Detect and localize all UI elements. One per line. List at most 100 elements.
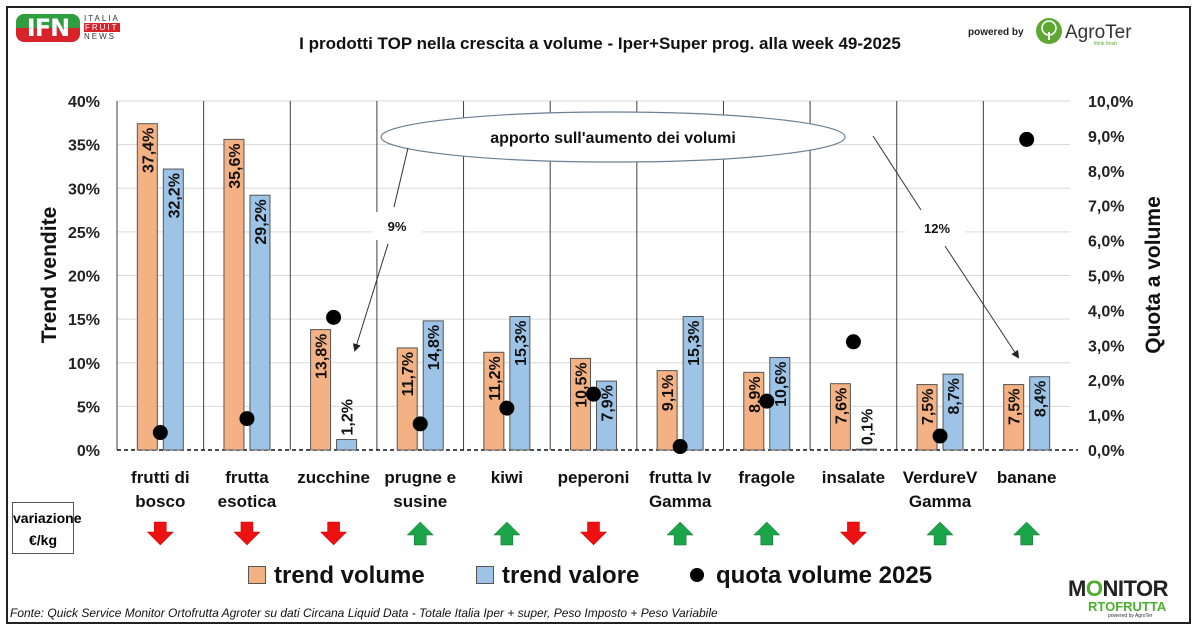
- bar-trend-valore: [336, 439, 358, 451]
- y-tick-label: 35%: [68, 138, 100, 155]
- ifn-logo-fruit: FRUIT: [84, 23, 120, 32]
- bar-trend-volume: [396, 347, 418, 451]
- data-label-trend-volume: 11,2%: [487, 356, 504, 400]
- marker-quota-volume: [239, 411, 255, 427]
- arrow-up-icon: [926, 521, 954, 546]
- data-label-trend-volume: 7,5%: [920, 389, 937, 425]
- bar-trend-valore: [422, 320, 444, 451]
- category-label: peperoni: [558, 468, 630, 487]
- bar-trend-valore: [855, 448, 877, 451]
- category-label: frutti di: [131, 468, 190, 487]
- bar-trend-valore: [1029, 376, 1051, 451]
- bar-trend-volume: [223, 138, 245, 451]
- data-label-trend-volume: 7,6%: [833, 388, 850, 424]
- legend-swatch-trend-valore: [476, 565, 494, 584]
- y2-tick-label: 7,0%: [1088, 199, 1124, 216]
- monitor-logo-line1: MONITOR: [1068, 578, 1188, 600]
- marker-quota-volume: [586, 386, 601, 402]
- marker-quota-volume: [412, 416, 428, 432]
- arrow-label-12pct: 12%: [924, 221, 950, 236]
- data-label-trend-valore: 10,6%: [773, 362, 790, 407]
- bar-trend-valore: [249, 194, 271, 451]
- ifn-logo-side: ITALIA FRUIT NEWS: [84, 14, 120, 41]
- callout-text: apporto sull'aumento dei volumi: [490, 130, 736, 147]
- bar-trend-volume: [829, 383, 851, 451]
- arrow-down-icon: [146, 521, 174, 546]
- data-label-trend-volume: 9,1%: [660, 375, 677, 411]
- callout-ellipse: [380, 111, 846, 163]
- legend-label-trend-valore: trend valore: [502, 562, 640, 589]
- arrow-label-bg: [372, 212, 422, 240]
- y2-tick-label: 0,0%: [1088, 443, 1124, 460]
- y-tick-label: 30%: [68, 181, 100, 198]
- arrow-label-9pct: 9%: [388, 219, 407, 234]
- category-label: frutta Iv: [649, 468, 712, 487]
- bar-trend-volume: [483, 351, 505, 451]
- y2-tick-label: 1,0%: [1088, 408, 1124, 425]
- marker-quota-volume: [672, 439, 688, 455]
- bar-trend-valore: [509, 316, 531, 451]
- y-tick-label: 20%: [68, 269, 100, 286]
- magnifier-icon: O: [1085, 576, 1103, 601]
- legend-item-trend-volume: trend volume: [248, 562, 425, 590]
- bar-trend-volume: [570, 357, 591, 451]
- chart-title: I prodotti TOP nella crescita a volume -…: [299, 34, 901, 53]
- data-label-trend-volume: 11,7%: [400, 352, 417, 396]
- category-label: Gamma: [649, 492, 712, 511]
- data-label-trend-valore: 32,2%: [166, 173, 183, 218]
- marker-quota-volume: [1019, 131, 1035, 147]
- category-label: susine: [393, 492, 447, 511]
- monitor-logo-line3: powered by AgroTer: [1108, 613, 1153, 619]
- callout-arrow-zucchine: [352, 243, 389, 352]
- y-axis-title: Trend vendite: [38, 207, 61, 344]
- data-label-trend-volume: 10,5%: [574, 362, 591, 407]
- arrow-up-icon: [666, 521, 694, 546]
- category-label: banane: [997, 468, 1057, 487]
- y2-tick-label: 6,0%: [1088, 234, 1124, 251]
- y2-tick-label: 3,0%: [1088, 338, 1124, 355]
- category-label: insalate: [822, 468, 885, 487]
- source-note: Fonte: Quick Service Monitor Ortofrutta …: [10, 606, 718, 620]
- bar-trend-volume: [136, 123, 158, 451]
- arrow-down-icon: [579, 521, 608, 546]
- arrow-down-icon: [319, 521, 348, 546]
- y-tick-label: 0%: [77, 443, 100, 460]
- bar-trend-volume: [310, 329, 332, 451]
- bar-trend-valore: [162, 168, 184, 451]
- marker-quota-volume: [152, 425, 168, 441]
- data-label-trend-volume: 8,9%: [747, 376, 764, 412]
- bar-trend-valore: [682, 316, 704, 451]
- data-label-trend-valore: 8,4%: [1033, 381, 1050, 417]
- data-label-trend-valore: 1,2%: [340, 399, 357, 435]
- category-label: Gamma: [909, 492, 972, 511]
- y-tick-label: 5%: [77, 399, 100, 416]
- y2-tick-label: 8,0%: [1088, 164, 1124, 181]
- category-label: bosco: [135, 492, 185, 511]
- tree-icon: [1036, 18, 1062, 44]
- monitor-logo-line2: RTOFRUTTA: [1088, 599, 1167, 614]
- price-change-label-box: variazione €/kg: [12, 502, 82, 554]
- callout-arrow-banane: [944, 245, 1020, 359]
- category-label: frutta: [225, 468, 269, 487]
- ifn-logo-badge: [16, 14, 80, 42]
- monitor-logo-nitor: NITOR: [1102, 576, 1168, 601]
- y2-axis-title: Quota a volume: [1142, 196, 1165, 354]
- y2-tick-label: 5,0%: [1088, 269, 1124, 286]
- arrow-down-icon: [233, 521, 261, 546]
- bar-trend-volume: [656, 370, 678, 451]
- y2-tick-label: 4,0%: [1088, 303, 1124, 320]
- y2-tick-label: 2,0%: [1088, 373, 1124, 390]
- data-label-trend-valore: 15,3%: [686, 321, 703, 366]
- category-label: zucchine: [297, 468, 370, 487]
- price-change-label-line2: €/kg: [28, 532, 57, 548]
- marker-quota-volume: [932, 428, 948, 444]
- price-change-label-line1: variazione: [13, 510, 82, 526]
- ifn-logo-news: NEWS: [84, 32, 116, 41]
- bar-trend-volume: [743, 371, 765, 451]
- marker-quota-volume: [845, 334, 861, 350]
- agroter-logo-tagline: think fresh: [1094, 41, 1118, 47]
- y2-tick-label: 10,0%: [1088, 94, 1133, 111]
- y-tick-label: 10%: [68, 356, 100, 373]
- legend-item-trend-valore: trend valore: [476, 562, 639, 590]
- data-label-trend-valore: 15,3%: [513, 321, 530, 366]
